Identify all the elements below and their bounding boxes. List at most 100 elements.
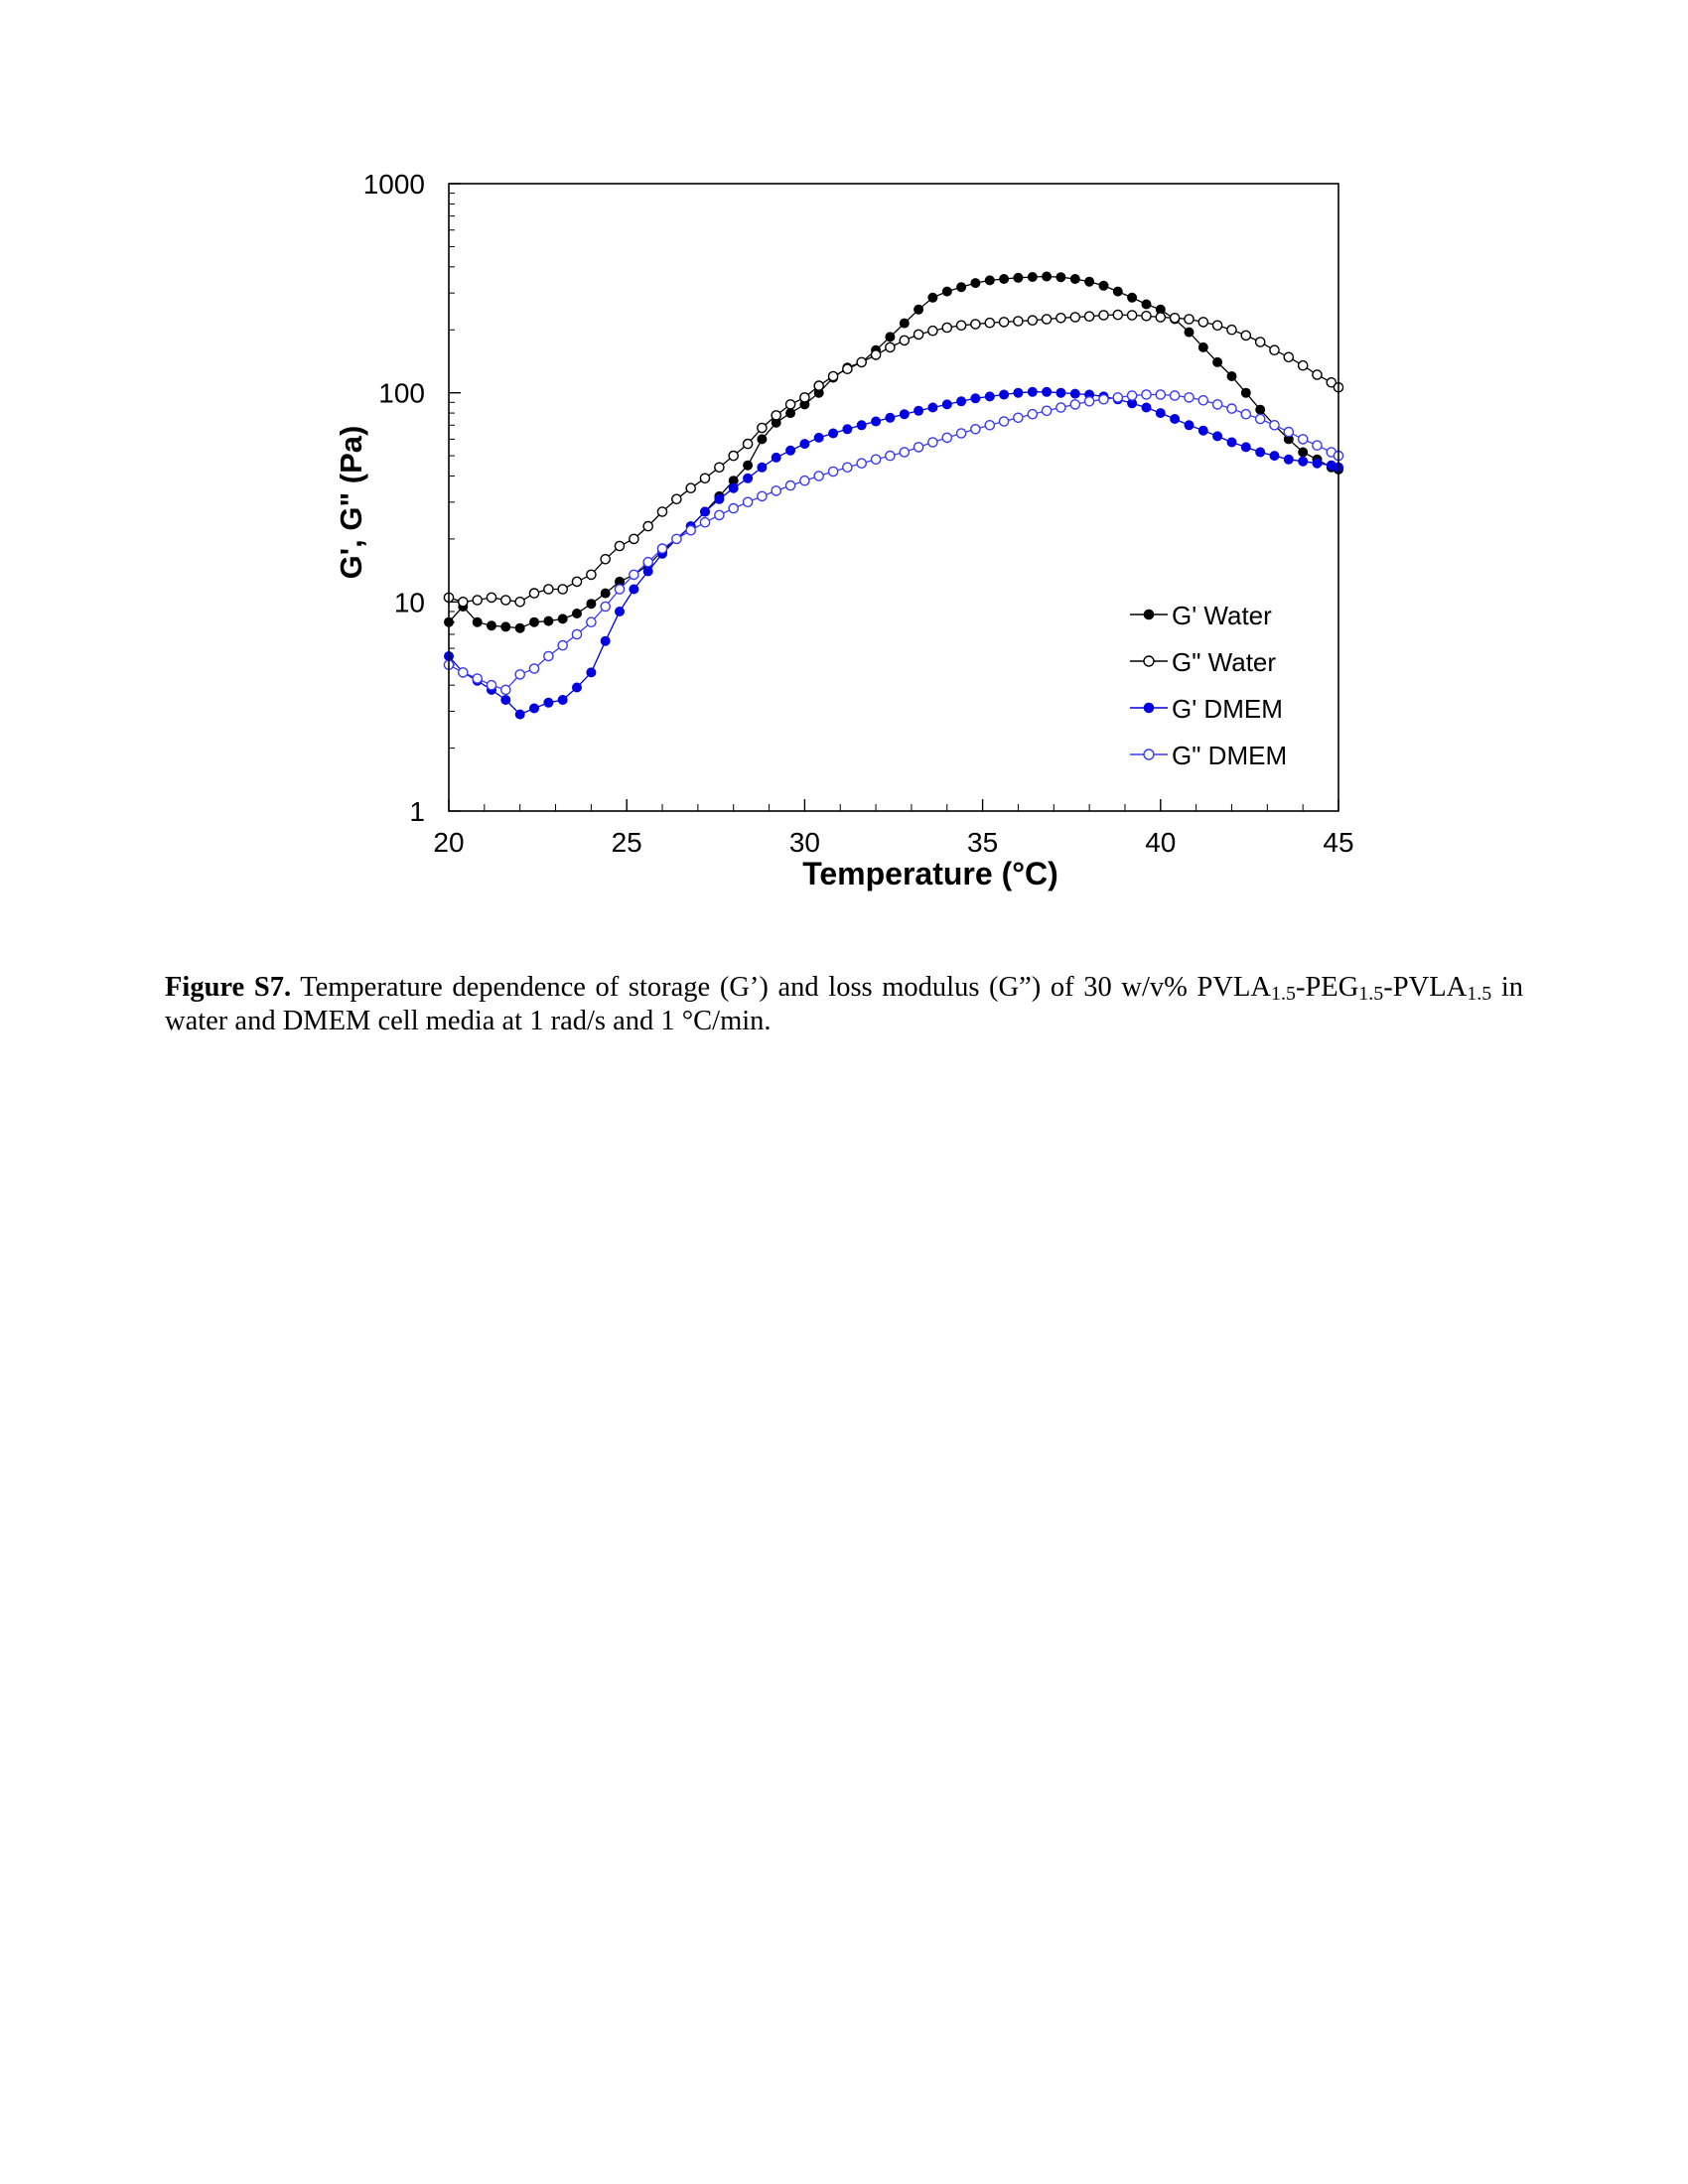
data-point xyxy=(1197,394,1209,406)
x-tick-label: 25 xyxy=(612,827,642,858)
data-point xyxy=(785,408,796,419)
data-point xyxy=(927,325,938,337)
data-point xyxy=(757,490,768,502)
data-point xyxy=(685,524,697,536)
data-point xyxy=(885,450,896,462)
data-point xyxy=(528,588,540,599)
data-point xyxy=(1112,309,1124,321)
data-point xyxy=(600,554,612,565)
caption-subscript-3: 1.5 xyxy=(1467,983,1492,1005)
data-point xyxy=(1112,286,1123,297)
data-point xyxy=(543,650,554,662)
data-point xyxy=(586,667,597,678)
data-point xyxy=(842,462,853,474)
data-point xyxy=(1069,274,1080,285)
data-point xyxy=(914,304,924,315)
data-point xyxy=(1197,341,1208,352)
series-layer xyxy=(443,271,1344,720)
data-point xyxy=(771,410,782,421)
data-point xyxy=(671,493,682,505)
data-point xyxy=(1255,447,1266,458)
data-point xyxy=(728,450,740,462)
data-point xyxy=(1211,320,1223,332)
data-point xyxy=(1226,324,1237,336)
data-point xyxy=(813,471,825,481)
data-point xyxy=(1184,327,1195,338)
data-point xyxy=(1240,330,1252,341)
data-point xyxy=(486,592,497,604)
data-point xyxy=(899,409,910,420)
caption-text-3: -PVLA xyxy=(1383,972,1468,1003)
data-point xyxy=(1226,371,1237,382)
data-point xyxy=(642,556,654,568)
data-point xyxy=(514,669,526,680)
y-tick-label: 1 xyxy=(409,796,425,827)
data-point xyxy=(728,502,740,514)
data-point xyxy=(984,419,996,431)
data-point xyxy=(1027,408,1039,420)
data-point xyxy=(656,543,668,554)
data-point xyxy=(941,322,953,334)
data-point xyxy=(1312,369,1323,380)
data-point xyxy=(614,540,626,552)
data-point xyxy=(1013,412,1024,424)
data-point xyxy=(557,639,569,651)
data-point xyxy=(941,286,952,297)
legend-label: G' DMEM xyxy=(1172,694,1283,724)
data-point xyxy=(1069,399,1081,410)
data-point xyxy=(629,584,639,595)
data-point xyxy=(499,684,511,696)
data-point xyxy=(1126,390,1138,401)
data-point xyxy=(842,363,853,375)
legend-label: G" DMEM xyxy=(1172,741,1287,770)
data-point xyxy=(700,506,711,517)
data-point xyxy=(1254,413,1266,425)
caption-text-4: in water and DMEM cell media at 1 rad/s … xyxy=(165,972,1524,1036)
data-point xyxy=(1312,440,1323,452)
data-point xyxy=(457,667,469,678)
data-point xyxy=(1240,408,1252,420)
data-point xyxy=(586,616,597,628)
data-point xyxy=(1184,392,1195,403)
data-point xyxy=(1226,403,1237,414)
data-point xyxy=(757,422,768,434)
data-point xyxy=(1027,315,1039,327)
data-point xyxy=(499,595,511,606)
data-point xyxy=(784,479,796,491)
y-tick-label: 10 xyxy=(394,587,425,617)
caption-subscript-1: 1.5 xyxy=(1270,983,1296,1005)
data-point xyxy=(500,695,511,706)
data-point xyxy=(871,416,882,427)
data-point xyxy=(1283,454,1294,465)
data-point xyxy=(999,274,1010,285)
data-point xyxy=(500,621,511,632)
caption-text-2: -PEG xyxy=(1295,972,1359,1003)
data-point xyxy=(528,663,540,674)
data-point xyxy=(572,609,583,619)
data-point xyxy=(600,601,612,613)
tick-labels: 1 10 100 1000 20 25 30 35 40 45 xyxy=(363,169,1354,858)
data-point xyxy=(629,569,639,581)
data-point xyxy=(970,319,981,330)
series-line xyxy=(448,393,1339,691)
data-point xyxy=(899,335,911,346)
data-point xyxy=(856,356,868,368)
caption-subscript-2: 1.5 xyxy=(1358,983,1384,1005)
data-point xyxy=(1212,356,1223,367)
data-point xyxy=(870,454,882,466)
data-point xyxy=(799,475,810,486)
data-point xyxy=(1155,408,1166,419)
data-point xyxy=(557,614,568,624)
data-point xyxy=(472,673,484,684)
data-point xyxy=(1055,387,1066,398)
data-point xyxy=(685,482,697,494)
legend-label: G" Water xyxy=(1172,647,1276,677)
legend-label: G' Water xyxy=(1172,601,1272,630)
data-point xyxy=(1141,310,1152,322)
data-point xyxy=(984,391,995,402)
data-point xyxy=(1055,272,1066,283)
data-point xyxy=(1013,316,1024,327)
series-4 xyxy=(443,389,1344,696)
x-tick-label: 40 xyxy=(1145,827,1176,858)
